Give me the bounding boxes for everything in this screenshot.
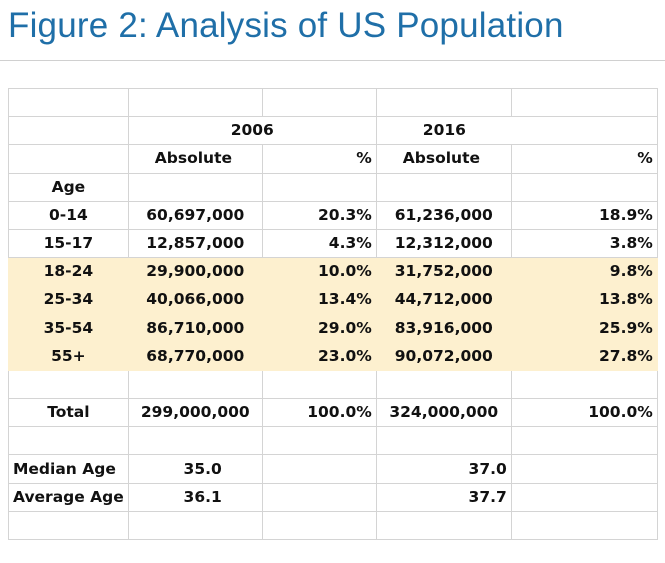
median-age-label[interactable]: Median Age	[8, 454, 129, 484]
table-row-highlighted: 35-54 86,710,000 29.0% 83,916,000 25.9%	[8, 313, 658, 343]
absolute-2006-cell[interactable]: 60,697,000	[127, 200, 263, 230]
cell[interactable]	[8, 116, 129, 146]
year-2006-header[interactable]: 2006	[128, 116, 377, 146]
average-age-label[interactable]: Average Age	[8, 482, 129, 512]
average-age-2016[interactable]: 37.7	[375, 482, 512, 512]
table-row-highlighted: 25-34 40,066,000 13.4% 44,712,000 13.8%	[8, 285, 658, 315]
absolute-2006-cell[interactable]: 12,857,000	[127, 228, 263, 259]
percent-2006-cell[interactable]: 13.4%	[261, 285, 377, 315]
absolute-2016-cell[interactable]: 83,916,000	[375, 313, 512, 343]
age-group-cell[interactable]: 35-54	[8, 313, 129, 343]
cell[interactable]	[127, 172, 263, 202]
figure-title: Figure 2: Analysis of US Population	[8, 6, 564, 45]
absolute-2006-header[interactable]: Absolute	[127, 144, 263, 174]
year-header-row: 2006 2016	[8, 116, 658, 146]
median-age-2016[interactable]: 37.0	[375, 454, 512, 484]
blank-row	[8, 87, 658, 118]
age-group-cell[interactable]: 15-17	[8, 228, 129, 259]
cell[interactable]	[8, 426, 129, 456]
age-label-row: Age	[8, 172, 658, 202]
absolute-2016-cell[interactable]: 12,312,000	[375, 228, 512, 259]
percent-2006-header[interactable]: %	[261, 144, 377, 174]
population-table: 2006 2016 Absolute % Absolute % Age 0-14…	[8, 87, 658, 541]
year-2016-label: 2016	[422, 121, 466, 140]
percent-2016-cell[interactable]: 13.8%	[510, 285, 658, 315]
percent-2006-cell[interactable]: 23.0%	[261, 341, 377, 371]
age-header[interactable]: Age	[8, 172, 129, 202]
percent-2016-cell[interactable]: 27.8%	[510, 341, 658, 371]
cell[interactable]	[510, 454, 658, 484]
cell[interactable]	[375, 172, 512, 202]
absolute-2016-header[interactable]: Absolute	[375, 144, 512, 174]
table-row-highlighted: 18-24 29,900,000 10.0% 31,752,000 9.8%	[8, 257, 658, 287]
year-2016-header[interactable]: 2016	[375, 116, 658, 146]
table-row-highlighted: 55+ 68,770,000 23.0% 90,072,000 27.8%	[8, 341, 658, 371]
absolute-2006-cell[interactable]: 86,710,000	[127, 313, 263, 343]
absolute-2016-cell[interactable]: 31,752,000	[375, 257, 512, 287]
percent-2006-cell[interactable]: 20.3%	[261, 200, 377, 230]
total-absolute-2016[interactable]: 324,000,000	[375, 398, 512, 428]
age-group-cell[interactable]: 0-14	[8, 200, 129, 230]
percent-2016-cell[interactable]: 3.8%	[510, 228, 658, 259]
cell[interactable]	[261, 482, 377, 512]
blank-row	[8, 510, 658, 541]
cell[interactable]	[510, 172, 658, 202]
cell[interactable]	[261, 172, 377, 202]
cell[interactable]	[8, 144, 129, 174]
percent-2006-cell[interactable]: 4.3%	[261, 228, 377, 259]
age-group-cell[interactable]: 55+	[8, 341, 129, 371]
cell[interactable]	[261, 426, 377, 456]
total-row: Total 299,000,000 100.0% 324,000,000 100…	[8, 398, 658, 428]
absolute-2006-cell[interactable]: 29,900,000	[127, 257, 263, 287]
cell[interactable]	[510, 87, 658, 118]
cell[interactable]	[510, 369, 658, 400]
percent-2006-cell[interactable]: 10.0%	[261, 257, 377, 287]
cell[interactable]	[261, 369, 377, 400]
absolute-2006-cell[interactable]: 40,066,000	[127, 285, 263, 315]
cell[interactable]	[261, 454, 377, 484]
title-divider	[0, 60, 665, 61]
blank-row	[8, 369, 658, 400]
cell[interactable]	[8, 510, 129, 541]
cell[interactable]	[127, 369, 263, 400]
age-group-cell[interactable]: 18-24	[8, 257, 129, 287]
absolute-2016-cell[interactable]: 44,712,000	[375, 285, 512, 315]
median-age-2006[interactable]: 35.0	[127, 454, 263, 484]
cell[interactable]	[127, 426, 263, 456]
table-row: 15-17 12,857,000 4.3% 12,312,000 3.8%	[8, 228, 658, 259]
cell[interactable]	[510, 482, 658, 512]
cell[interactable]	[375, 369, 512, 400]
cell[interactable]	[8, 87, 129, 118]
percent-2016-cell[interactable]: 25.9%	[510, 313, 658, 343]
blank-row	[8, 426, 658, 456]
cell[interactable]	[8, 369, 129, 400]
cell[interactable]	[261, 510, 377, 541]
cell[interactable]	[127, 510, 263, 541]
absolute-2016-cell[interactable]: 61,236,000	[375, 200, 512, 230]
total-absolute-2006[interactable]: 299,000,000	[127, 398, 263, 428]
absolute-2016-cell[interactable]: 90,072,000	[375, 341, 512, 371]
percent-2016-cell[interactable]: 9.8%	[510, 257, 658, 287]
cell[interactable]	[261, 87, 377, 118]
percent-2016-cell[interactable]: 18.9%	[510, 200, 658, 230]
cell[interactable]	[510, 510, 658, 541]
median-age-row: Median Age 35.0 37.0	[8, 454, 658, 484]
average-age-2006[interactable]: 36.1	[127, 482, 263, 512]
percent-2006-cell[interactable]: 29.0%	[261, 313, 377, 343]
absolute-2006-cell[interactable]: 68,770,000	[127, 341, 263, 371]
age-group-cell[interactable]: 25-34	[8, 285, 129, 315]
cell[interactable]	[375, 87, 512, 118]
total-label[interactable]: Total	[8, 398, 129, 428]
total-percent-2006[interactable]: 100.0%	[261, 398, 377, 428]
percent-2016-header[interactable]: %	[510, 144, 658, 174]
cell[interactable]	[127, 87, 263, 118]
subheader-row: Absolute % Absolute %	[8, 144, 658, 174]
average-age-row: Average Age 36.1 37.7	[8, 482, 658, 512]
cell[interactable]	[375, 510, 512, 541]
table-row: 0-14 60,697,000 20.3% 61,236,000 18.9%	[8, 200, 658, 230]
cell[interactable]	[375, 426, 512, 456]
total-percent-2016[interactable]: 100.0%	[510, 398, 658, 428]
cell[interactable]	[510, 426, 658, 456]
